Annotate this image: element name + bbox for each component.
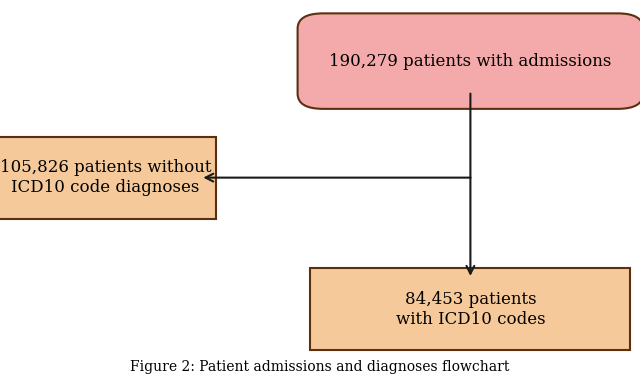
Text: 105,826 patients without
ICD10 code diagnoses: 105,826 patients without ICD10 code diag… (0, 159, 211, 196)
Text: 84,453 patients
with ICD10 codes: 84,453 patients with ICD10 codes (396, 291, 545, 328)
FancyBboxPatch shape (310, 268, 630, 351)
FancyBboxPatch shape (298, 13, 640, 109)
Text: Figure 2: Patient admissions and diagnoses flowchart: Figure 2: Patient admissions and diagnos… (131, 360, 509, 374)
FancyBboxPatch shape (0, 137, 216, 219)
Text: 190,279 patients with admissions: 190,279 patients with admissions (329, 53, 612, 70)
